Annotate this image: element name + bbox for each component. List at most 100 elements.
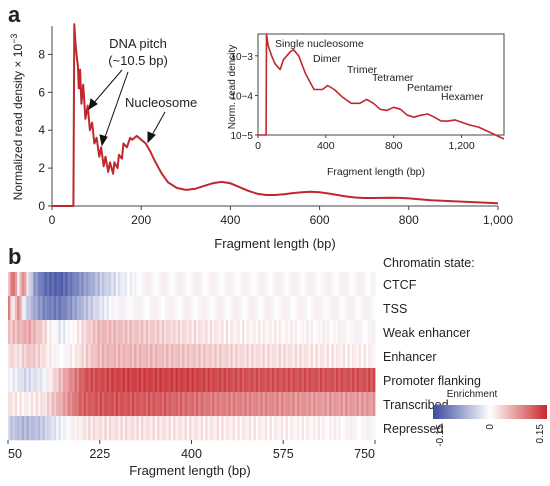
- heatmap-cell: [173, 368, 176, 393]
- heatmap-cell: [214, 272, 218, 297]
- heatmap-cell: [239, 320, 243, 345]
- heatmap-cell: [221, 344, 225, 369]
- heatmap-cell: [30, 296, 34, 321]
- heatmap-cell: [338, 272, 341, 297]
- heatmap-cell: [230, 416, 234, 441]
- heatmap-cell: [297, 392, 300, 417]
- heatmap-cell: [267, 344, 270, 369]
- heatmap-cell: [168, 392, 172, 417]
- heatmap-cell: [287, 296, 291, 321]
- heatmap-cell: [143, 392, 147, 417]
- heatmap-cell: [244, 272, 247, 297]
- heatmap-cell: [159, 368, 163, 393]
- heatmap-cell: [113, 416, 117, 441]
- heatmap-cell: [246, 368, 250, 393]
- heatmap-cell: [49, 344, 52, 369]
- heatmap-cell: [331, 392, 335, 417]
- heatmap-cell: [283, 416, 286, 441]
- heatmap-cell: [237, 296, 241, 321]
- heatmap-cell: [161, 320, 165, 345]
- heatmap-cell: [170, 272, 174, 297]
- main-data-line: [52, 23, 499, 207]
- heatmap-cell: [308, 392, 312, 417]
- heatmap-cell: [239, 344, 243, 369]
- heatmap-cell: [69, 416, 73, 441]
- heatmap-cell: [306, 272, 309, 297]
- heatmap-cell: [322, 392, 325, 417]
- heatmap-cell: [331, 296, 335, 321]
- heatmap-cell: [76, 272, 80, 297]
- heatmap-cell: [21, 320, 25, 345]
- heatmap-cell: [14, 392, 18, 417]
- heatmap-cell: [356, 416, 360, 441]
- heatmap-cell: [88, 296, 91, 321]
- heatmap-x-axis-title: Fragment length (bp): [129, 463, 250, 478]
- heatmap-cell: [260, 368, 263, 393]
- heatmap-cell: [221, 368, 225, 393]
- heatmap-cell: [92, 272, 96, 297]
- heatmap-cell: [301, 368, 305, 393]
- heatmap-cell: [35, 296, 39, 321]
- heatmap-cell: [166, 320, 169, 345]
- heatmap-cell: [200, 344, 204, 369]
- heatmap-cell: [287, 416, 291, 441]
- heatmap-cell: [315, 368, 319, 393]
- heatmap-cell: [88, 368, 91, 393]
- heatmap-cell: [319, 344, 323, 369]
- heatmap-cell: [280, 416, 284, 441]
- heatmap-cell: [253, 392, 257, 417]
- heatmap-cell: [51, 296, 55, 321]
- heatmap-cell: [221, 320, 225, 345]
- heatmap-cell: [324, 392, 328, 417]
- heatmap-cell: [46, 272, 50, 297]
- heatmap-cell: [237, 392, 241, 417]
- heatmap-cell: [361, 368, 364, 393]
- heatmap-cell: [152, 272, 156, 297]
- heatmap-cell: [143, 296, 147, 321]
- heatmap-cell: [72, 416, 75, 441]
- inset-y-axis-title: Norm. read density: [227, 45, 238, 129]
- heatmap-cell: [108, 272, 112, 297]
- heatmap-cell: [42, 416, 46, 441]
- heatmap-cell: [189, 392, 192, 417]
- heatmap-cell: [138, 296, 142, 321]
- heatmap-cell: [49, 392, 52, 417]
- heatmap-cell: [163, 320, 167, 345]
- heatmap-cell: [157, 296, 160, 321]
- heatmap-cell: [370, 392, 374, 417]
- heatmap-cell: [21, 296, 25, 321]
- heatmap-row-labels: CTCF TSS Weak enhancer Enhancer Promoter fla…: [383, 278, 481, 436]
- heatmap-cell: [370, 296, 374, 321]
- heatmap-cell: [283, 272, 286, 297]
- heatmap-cell: [60, 368, 64, 393]
- heatmap-cell: [280, 320, 284, 345]
- heatmap-cell: [111, 368, 114, 393]
- heatmap-cell: [248, 368, 252, 393]
- heatmap-cell: [278, 320, 282, 345]
- heatmap-cell: [95, 296, 98, 321]
- heatmap-cell: [315, 296, 319, 321]
- dna-pitch-annotation-line1: DNA pitch: [109, 36, 167, 51]
- heatmap-cell: [372, 344, 376, 369]
- heatmap-cell: [326, 344, 330, 369]
- heatmap-cell: [303, 392, 307, 417]
- heatmap-cell: [76, 296, 80, 321]
- heatmap-cell: [170, 392, 174, 417]
- heatmap-cell: [219, 344, 222, 369]
- heatmap-cell: [90, 272, 94, 297]
- heatmap-cell: [209, 344, 213, 369]
- heatmap-cell: [216, 416, 220, 441]
- colorbar-title: Enrichment: [447, 389, 498, 400]
- heatmap-cell: [253, 320, 257, 345]
- heatmap-cell: [28, 272, 32, 297]
- heatmap-cell: [193, 272, 197, 297]
- heatmap-cell: [271, 320, 275, 345]
- heatmap-cell: [166, 368, 169, 393]
- heatmap-cell: [200, 296, 204, 321]
- heatmap-cell: [258, 344, 261, 369]
- inset-peak-label: Single nucleosome: [275, 38, 364, 50]
- heatmap-cell: [145, 296, 149, 321]
- heatmap-cell: [97, 296, 101, 321]
- heatmap-cell: [223, 416, 227, 441]
- heatmap-cell: [303, 296, 307, 321]
